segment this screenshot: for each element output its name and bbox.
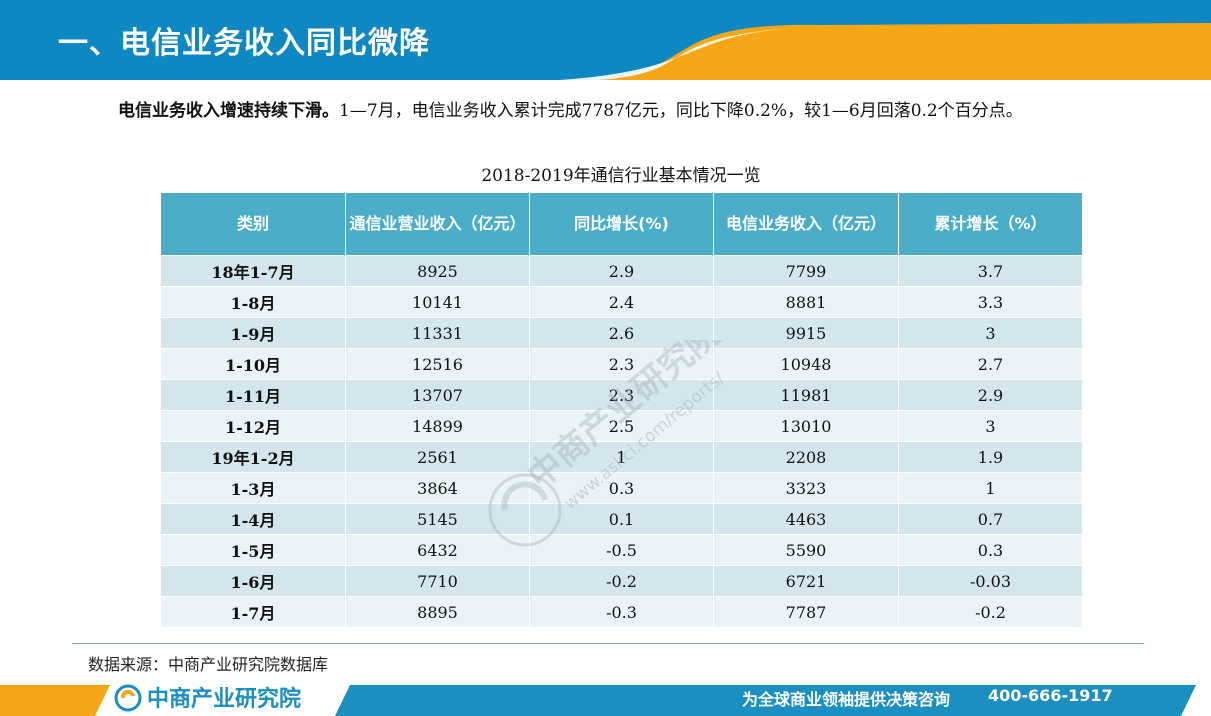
table-cell: 2.6	[529, 317, 714, 349]
footer-phone: 400-666-1917	[988, 686, 1113, 705]
row-category: 18年1-7月	[160, 255, 346, 287]
table-cell: -0.5	[529, 534, 714, 566]
table-row: 1-10月 12516 2.3 10948 2.7	[160, 348, 1083, 380]
summary-body: 1—7月，电信业务收入累计完成7787亿元，同比下降0.2%，较1—6月回落0.…	[339, 101, 1023, 121]
table-row: 1-4月 5145 0.1 4463 0.7	[160, 503, 1083, 535]
summary-lead: 电信业务收入增速持续下滑。	[118, 101, 339, 121]
table-cell: 0.7	[898, 503, 1083, 535]
table-row: 1-12月 14899 2.5 13010 3	[160, 410, 1083, 442]
table-cell: 7799	[713, 255, 899, 287]
table-cell: 6721	[713, 565, 899, 597]
table-cell: 3.7	[898, 255, 1083, 287]
header-comm-revenue: 通信业营业收入（亿元）	[345, 192, 530, 256]
header-cumulative-growth: 累计增长（%）	[898, 192, 1083, 256]
header-banner: 一、电信业务收入同比微降	[0, 0, 1211, 80]
table-cell: 0.3	[898, 534, 1083, 566]
table-cell: 1.9	[898, 441, 1083, 473]
table-cell: -0.3	[529, 596, 714, 628]
table-cell: 8881	[713, 286, 899, 318]
table-cell: 5590	[713, 534, 899, 566]
table-cell: 2561	[345, 441, 530, 473]
table-cell: 11981	[713, 379, 899, 411]
row-category: 1-4月	[160, 503, 346, 535]
table-row: 19年1-2月 2561 1 2208 1.9	[160, 441, 1083, 473]
logo-icon	[114, 684, 142, 712]
table-row: 1-7月 8895 -0.3 7787 -0.2	[160, 596, 1083, 628]
table-cell: 2.9	[898, 379, 1083, 411]
table-cell: 8895	[345, 596, 530, 628]
row-category: 1-6月	[160, 565, 346, 597]
table-body: 18年1-7月 8925 2.9 7799 3.7 1-8月 10141 2.4 8881 3.3…	[160, 255, 1083, 628]
table-cell: 2.4	[529, 286, 714, 318]
table-caption: 2018-2019年通信行业基本情况一览	[481, 166, 761, 186]
table-cell: 13707	[345, 379, 530, 411]
row-category: 1-10月	[160, 348, 346, 380]
table-cell: 2.9	[529, 255, 714, 287]
row-category: 1-11月	[160, 379, 346, 411]
table-cell: 3864	[345, 472, 530, 504]
summary-paragraph: 电信业务收入增速持续下滑。1—7月，电信业务收入累计完成7787亿元，同比下降0…	[68, 93, 1153, 129]
row-category: 1-12月	[160, 410, 346, 442]
table-row: 1-8月 10141 2.4 8881 3.3	[160, 286, 1083, 318]
divider	[72, 643, 1144, 644]
table-cell: 2.3	[529, 379, 714, 411]
table-cell: 7787	[713, 596, 899, 628]
table-row: 1-5月 6432 -0.5 5590 0.3	[160, 534, 1083, 566]
table-cell: -0.2	[529, 565, 714, 597]
table-cell: 10141	[345, 286, 530, 318]
table-header-row: 类别 通信业营业收入（亿元） 同比增长(%) 电信业务收入（亿元） 累计增长（%）	[160, 192, 1083, 256]
table-cell: 4463	[713, 503, 899, 535]
table-cell: 3.3	[898, 286, 1083, 318]
table-row: 1-3月 3864 0.3 3323 1	[160, 472, 1083, 504]
table-row: 1-9月 11331 2.6 9915 3	[160, 317, 1083, 349]
row-category: 1-3月	[160, 472, 346, 504]
table-cell: 0.1	[529, 503, 714, 535]
table-cell: 1	[898, 472, 1083, 504]
table-cell: 2208	[713, 441, 899, 473]
table-cell: 2.7	[898, 348, 1083, 380]
table-cell: 12516	[345, 348, 530, 380]
row-category: 1-7月	[160, 596, 346, 628]
header-yoy-growth: 同比增长(%)	[529, 192, 714, 256]
table-cell: 8925	[345, 255, 530, 287]
row-category: 1-9月	[160, 317, 346, 349]
table-cell: 2.5	[529, 410, 714, 442]
table-cell: -0.2	[898, 596, 1083, 628]
page-title: 一、电信业务收入同比微降	[58, 26, 430, 61]
row-category: 19年1-2月	[160, 441, 346, 473]
table-cell: 1	[529, 441, 714, 473]
row-category: 1-8月	[160, 286, 346, 318]
table-cell: 7710	[345, 565, 530, 597]
telecom-table: 类别 通信业营业收入（亿元） 同比增长(%) 电信业务收入（亿元） 累计增长（%） 18…	[160, 192, 1083, 628]
footer-logo: 中商产业研究院	[147, 687, 302, 712]
footer-background	[0, 685, 1196, 716]
table-cell: 9915	[713, 317, 899, 349]
table-cell: 10948	[713, 348, 899, 380]
data-source: 数据来源：中商产业研究院数据库	[88, 655, 329, 674]
table-row: 1-11月 13707 2.3 11981 2.9	[160, 379, 1083, 411]
header-telecom-revenue: 电信业务收入（亿元）	[713, 192, 899, 256]
table-cell: 13010	[713, 410, 899, 442]
footer-slogan: 为全球商业领袖提供决策咨询	[742, 690, 951, 709]
table-cell: 2.3	[529, 348, 714, 380]
table-cell: 3	[898, 317, 1083, 349]
footer-bar	[0, 681, 1211, 716]
table-cell: 3323	[713, 472, 899, 504]
table-cell: 5145	[345, 503, 530, 535]
table-cell: 6432	[345, 534, 530, 566]
table-cell: 3	[898, 410, 1083, 442]
table-cell: -0.03	[898, 565, 1083, 597]
row-category: 1-5月	[160, 534, 346, 566]
header-background	[0, 0, 1211, 80]
header-category: 类别	[160, 192, 346, 256]
table-row: 18年1-7月 8925 2.9 7799 3.7	[160, 255, 1083, 287]
table-row: 1-6月 7710 -0.2 6721 -0.03	[160, 565, 1083, 597]
table-cell: 0.3	[529, 472, 714, 504]
table-cell: 11331	[345, 317, 530, 349]
table-cell: 14899	[345, 410, 530, 442]
